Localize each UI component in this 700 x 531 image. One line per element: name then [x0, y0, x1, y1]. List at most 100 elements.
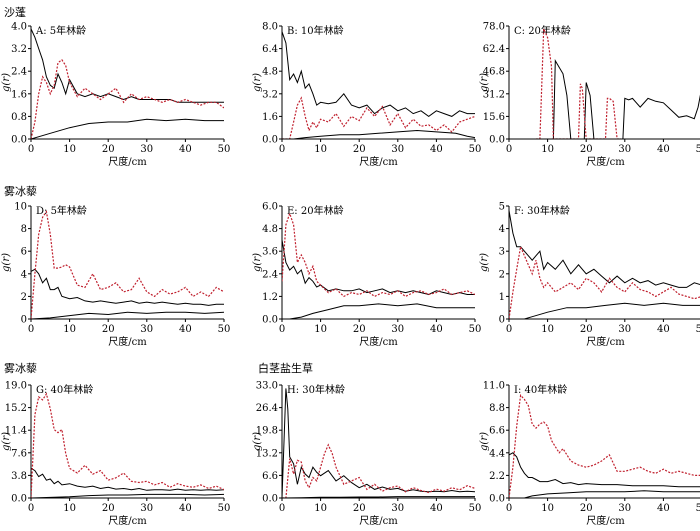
y-tick-label: 33.0	[256, 381, 278, 392]
y-tick-label: 2.4	[11, 67, 27, 78]
x-tick-label: 40	[179, 144, 192, 155]
panel-label: A: 5年林龄	[35, 24, 86, 37]
series-line-solid-upper	[282, 239, 475, 296]
x-tick-label: 30	[618, 324, 631, 335]
y-tick-label: 3	[499, 247, 505, 258]
x-tick-label: 0	[28, 144, 34, 155]
panel-2: 0 10 20 30 40 50 0.0 1.6 3.2 4.8 6.4 8.0 尺度/cm g(r) B:…	[252, 22, 481, 169]
y-axis-title: g(r)	[252, 253, 263, 272]
panel-1: 0 10 20 30 40 50 0.0 0.8 1.6 2.4 3.2 4.0 尺度/cm g(r) A:…	[1, 22, 230, 169]
x-tick-label: 0	[506, 503, 512, 514]
panel-label: C: 20年林龄	[514, 24, 571, 37]
y-tick-label: 11.4	[5, 426, 27, 437]
y-tick-label: 3.8	[11, 471, 27, 482]
series-line-solid-upper	[31, 467, 224, 491]
panel-9: 0 10 20 30 40 50 0.0 2.2 4.4 6.6 8.8 11.0 尺度/cm g(r) I…	[479, 381, 700, 527]
y-tick-label: 6.6	[262, 471, 278, 482]
x-tick-label: 40	[179, 324, 192, 335]
series-line-dotted-red	[282, 211, 475, 298]
y-tick-label: 8.0	[262, 22, 278, 33]
y-tick-label: 15.6	[483, 112, 505, 123]
series-line-solid-upper	[282, 31, 475, 118]
x-axis-title: 尺度/cm	[586, 335, 625, 348]
y-tick-label: 6.6	[489, 426, 505, 437]
series-line-solid-upper	[282, 388, 475, 498]
x-tick-label: 0	[506, 324, 512, 335]
y-tick-label: 8	[21, 224, 27, 235]
x-tick-label: 50	[469, 324, 482, 335]
panel-8: 0 10 20 30 40 50 0.0 6.6 13.2 19.8 26.4 33.0 尺度/cm g(…	[252, 381, 481, 528]
x-axis-title: 尺度/cm	[359, 155, 398, 168]
panel-label: B: 10年林龄	[287, 24, 344, 37]
x-axis-title: 尺度/cm	[586, 155, 625, 168]
x-tick-label: 50	[696, 324, 700, 335]
y-tick-label: 0	[499, 315, 505, 326]
x-tick-label: 20	[353, 503, 366, 514]
x-tick-label: 20	[353, 324, 366, 335]
series-line-dotted-red	[31, 59, 224, 139]
series-line-dotted-red	[536, 28, 621, 139]
y-tick-label: 3.2	[11, 44, 27, 55]
panel-label: F: 30年林龄	[514, 204, 570, 217]
x-axis-title: 尺度/cm	[359, 514, 398, 527]
y-tick-label: 26.4	[256, 403, 278, 414]
group-label-4: 白茎盐生草	[258, 362, 313, 375]
group-label-3: 雾冰藜	[4, 362, 37, 375]
x-tick-label: 10	[541, 324, 554, 335]
x-tick-label: 0	[28, 503, 34, 514]
y-tick-label: 1.2	[262, 292, 278, 303]
x-tick-label: 50	[218, 503, 231, 514]
group-label-1: 沙蓬	[4, 6, 26, 19]
series-line-solid-upper	[31, 268, 224, 306]
y-axis-title: g(r)	[479, 73, 490, 92]
y-tick-label: 4.0	[11, 22, 27, 33]
x-tick-label: 20	[102, 144, 115, 155]
y-axis-title: g(r)	[479, 253, 490, 272]
y-axis-title: g(r)	[1, 432, 12, 451]
y-tick-label: 8.8	[489, 403, 505, 414]
y-tick-label: 6	[21, 247, 27, 258]
x-tick-label: 30	[391, 324, 404, 335]
series-line-solid-lower	[31, 118, 224, 139]
panel-label: G: 40年林龄	[36, 383, 93, 396]
y-axis-title: g(r)	[252, 432, 263, 451]
panel-6: 0 10 20 30 40 50 0 1 2 3 4 5 尺度/cm g(r) F: 30年林龄	[479, 202, 700, 348]
series-line-solid-lower	[282, 303, 475, 319]
y-tick-label: 15.2	[5, 403, 27, 414]
y-tick-label: 10	[14, 202, 27, 213]
y-tick-label: 6.0	[262, 202, 278, 213]
y-tick-label: 4	[499, 224, 505, 235]
series-line-solid-lower	[31, 493, 224, 498]
x-tick-label: 50	[469, 144, 482, 155]
panel-3: 0 10 20 30 40 50 0.0 15.6 31.2 46.8 62.4 78.0 尺度/cm g…	[479, 22, 700, 168]
y-tick-label: 5	[499, 202, 505, 213]
y-tick-label: 0.8	[11, 112, 27, 123]
x-tick-label: 0	[279, 144, 285, 155]
x-tick-label: 30	[140, 324, 153, 335]
y-tick-label: 13.2	[256, 448, 278, 459]
panel-4: 0 10 20 30 40 50 0 2 4 6 8 10 尺度/cm g(r) D: 5年林龄	[1, 202, 230, 349]
series-line-dotted-red	[509, 393, 700, 498]
x-tick-label: 0	[506, 144, 512, 155]
panel-label: I: 40年林龄	[514, 383, 567, 396]
x-axis-title: 尺度/cm	[586, 514, 625, 527]
x-tick-label: 50	[696, 144, 700, 155]
y-axis-title: g(r)	[1, 253, 12, 272]
y-tick-label: 1.6	[262, 112, 278, 123]
y-tick-label: 3.2	[262, 89, 278, 100]
x-tick-label: 50	[696, 503, 700, 514]
y-tick-label: 2	[21, 292, 27, 303]
x-tick-label: 10	[63, 144, 76, 155]
x-tick-label: 10	[314, 503, 327, 514]
y-tick-label: 3.6	[262, 247, 278, 258]
x-tick-label: 40	[657, 144, 670, 155]
series-line-dotted-red	[31, 392, 224, 498]
x-tick-label: 50	[218, 324, 231, 335]
x-tick-label: 10	[541, 503, 554, 514]
x-tick-label: 40	[179, 503, 192, 514]
y-tick-label: 0.0	[11, 494, 27, 505]
x-tick-label: 40	[657, 324, 670, 335]
y-tick-label: 0.0	[489, 135, 505, 146]
x-tick-label: 10	[63, 324, 76, 335]
